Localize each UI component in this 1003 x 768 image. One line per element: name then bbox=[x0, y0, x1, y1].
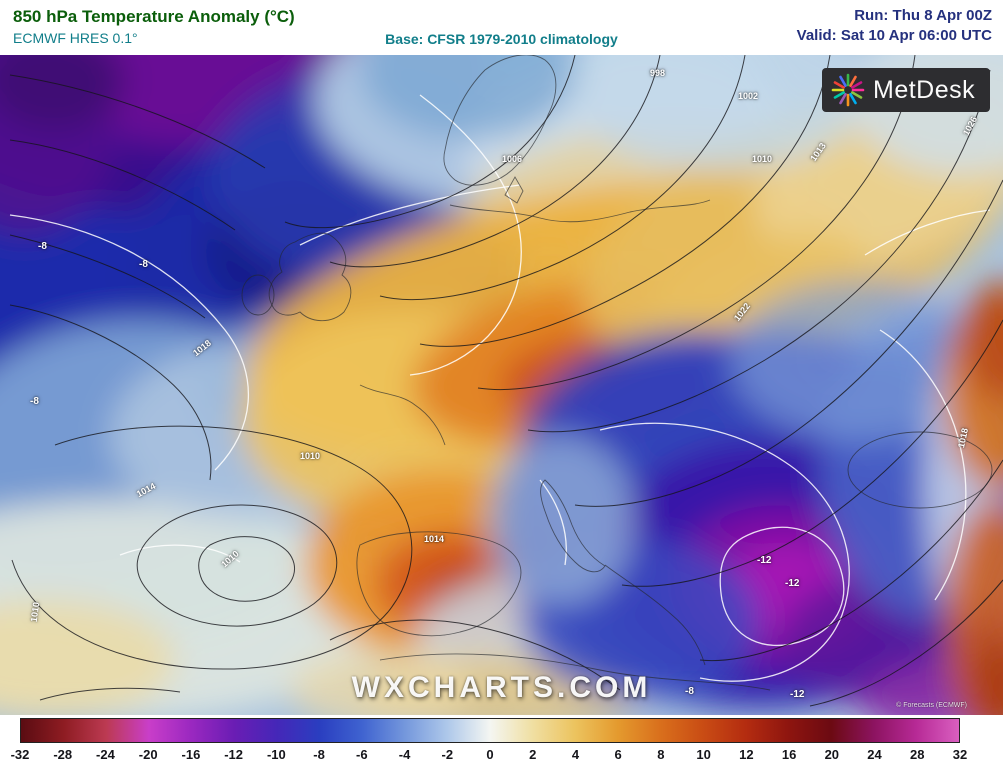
metdesk-logo: MetDesk bbox=[822, 68, 990, 112]
metdesk-star-icon bbox=[831, 73, 865, 107]
page-title: 850 hPa Temperature Anomaly (°C) bbox=[13, 7, 295, 26]
isobar-label: 1010 bbox=[28, 601, 42, 623]
climatology-base-label: Base: CFSR 1979-2010 climatology bbox=[385, 31, 618, 47]
colorbar-tick: -4 bbox=[398, 747, 411, 762]
isobar-label: 1018 bbox=[191, 337, 213, 359]
anomaly-label: -8 bbox=[139, 259, 148, 270]
colorbar-tick: -12 bbox=[224, 747, 244, 762]
colorbar-tick: 32 bbox=[952, 747, 968, 762]
colorbar-tick: -8 bbox=[313, 747, 325, 762]
metdesk-logo-text: MetDesk bbox=[873, 75, 976, 104]
colorbar-tick: 20 bbox=[824, 747, 840, 762]
colorbar-tick: 4 bbox=[571, 747, 580, 762]
colorbar-tick: -32 bbox=[10, 747, 30, 762]
map-credit: © Forecasts (ECMWF) bbox=[896, 702, 967, 709]
isobars bbox=[9, 55, 1003, 707]
colorbar-tick: 6 bbox=[614, 747, 622, 762]
isobar-label: 1006 bbox=[502, 154, 523, 164]
colorbar-tick: 10 bbox=[696, 747, 711, 762]
isobar-label: 1002 bbox=[738, 91, 759, 101]
colorbar-tick: -24 bbox=[96, 747, 115, 762]
weather-map: 998 1002 1006 1010 1013 1026 1022 1018 1018 1014 1… bbox=[0, 55, 1003, 715]
isobar-label: 998 bbox=[650, 68, 666, 78]
colorbar-tick: 24 bbox=[867, 747, 882, 762]
isobar-label: 1010 bbox=[752, 154, 773, 164]
anomaly-label: -12 bbox=[785, 578, 800, 589]
isobar-label: 1022 bbox=[731, 301, 753, 323]
colorbar-tick: 12 bbox=[739, 747, 754, 762]
colorbar-tick: 8 bbox=[657, 747, 665, 762]
isobar-label: 1014 bbox=[134, 480, 158, 500]
colorbar-tick-labels: -32 -28 -24 -20 -16 -12 -10 -8 -6 -4 -2 0 2 4 6 8 10 12 16… bbox=[11, 747, 968, 765]
model-label: ECMWF HRES 0.1° bbox=[13, 30, 138, 46]
colorbar-tick: 28 bbox=[910, 747, 925, 762]
anomaly-label: -8 bbox=[38, 241, 47, 252]
isobar-label: 1010 bbox=[219, 548, 241, 570]
colorbar-tick: 16 bbox=[781, 747, 797, 762]
colorbar-tick: -10 bbox=[266, 747, 286, 762]
colorbar-tick: -2 bbox=[441, 747, 454, 762]
anomaly-label: -12 bbox=[757, 555, 772, 566]
anomaly-field-svg bbox=[0, 55, 1003, 715]
anomaly-label: -8 bbox=[685, 686, 694, 697]
map-labels-layer: 998 1002 1006 1010 1013 1026 1022 1018 1018 1014 1… bbox=[0, 55, 1003, 715]
colorbar-tick: 0 bbox=[486, 747, 494, 762]
wxcharts-watermark: WXCHARTS.COM bbox=[351, 671, 652, 704]
isobar-label: 1013 bbox=[808, 140, 828, 164]
isobar-label: 1014 bbox=[424, 534, 445, 544]
anomaly-label: -12 bbox=[790, 689, 805, 700]
colorbar-tick: 2 bbox=[529, 747, 537, 762]
colorbar-gradient bbox=[20, 718, 960, 743]
isobar-label: 1018 bbox=[956, 427, 970, 449]
colorbar-tick: -20 bbox=[138, 747, 158, 762]
isobar-label: 1026 bbox=[960, 114, 980, 138]
anomaly-contours-white bbox=[9, 94, 991, 682]
header-center: Base: CFSR 1979-2010 climatology bbox=[0, 31, 1003, 47]
colorbar-tick: -6 bbox=[356, 747, 368, 762]
run-time-label: Run: Thu 8 Apr 00Z bbox=[854, 7, 992, 24]
isobar-label: 1010 bbox=[300, 451, 321, 461]
colorbar-tick: -16 bbox=[181, 747, 201, 762]
valid-time-label: Valid: Sat 10 Apr 06:00 UTC bbox=[796, 27, 992, 44]
header: 850 hPa Temperature Anomaly (°C) ECMWF H… bbox=[0, 0, 1003, 55]
header-right: Run: Thu 8 Apr 00Z Valid: Sat 10 Apr 06:… bbox=[797, 7, 992, 44]
colorbar-tick: -28 bbox=[53, 747, 73, 762]
anomaly-label: -8 bbox=[30, 396, 39, 407]
header-left: 850 hPa Temperature Anomaly (°C) ECMWF H… bbox=[13, 7, 295, 46]
colorbar: -32 -28 -24 -20 -16 -12 -10 -8 -6 -4 -2 0 2 4 6 8 10 12 16… bbox=[0, 715, 1003, 768]
coastlines bbox=[241, 55, 993, 691]
